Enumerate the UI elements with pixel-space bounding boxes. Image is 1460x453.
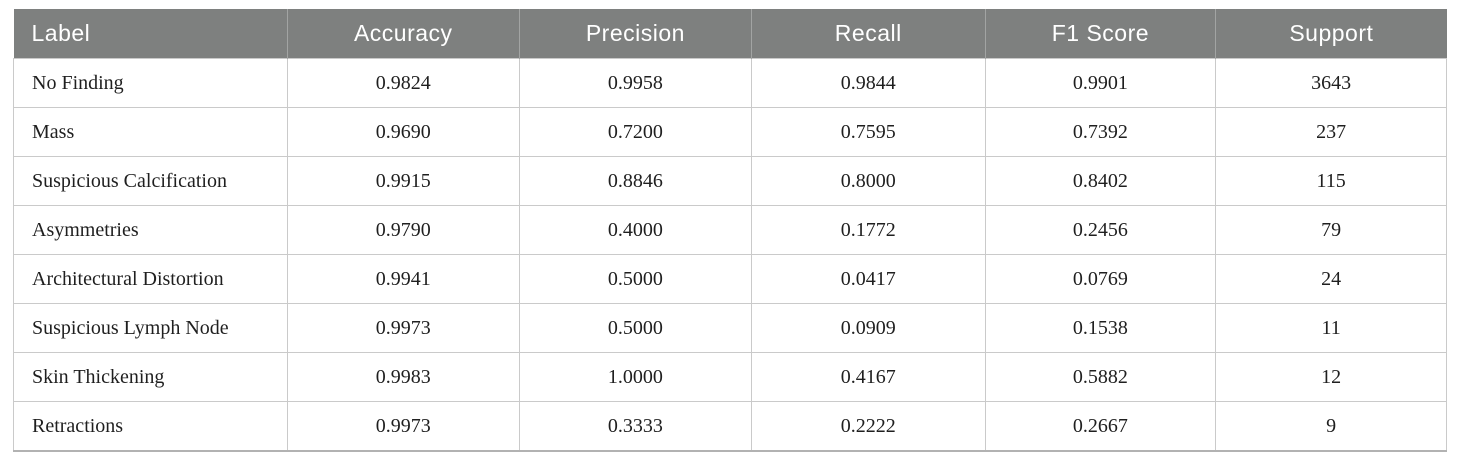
metric-value-cell: 9 [1215,401,1447,452]
column-header-recall: Recall [751,9,986,59]
metric-value-cell: 0.5000 [518,303,752,353]
metric-value-cell: 79 [1215,205,1447,255]
metric-value-cell: 0.9973 [286,303,520,353]
metric-value-cell: 0.9973 [286,401,520,452]
metric-value-cell: 0.4167 [750,352,986,402]
row-label-cell: Suspicious Calcification [13,156,288,206]
metric-value-cell: 0.9983 [286,352,520,402]
metric-value-cell: 0.9901 [984,58,1217,108]
metric-value-cell: 0.0417 [750,254,986,304]
metric-value-cell: 24 [1215,254,1447,304]
metric-value-cell: 0.0909 [750,303,986,353]
row-label-cell: No Finding [13,58,288,108]
metric-value-cell: 3643 [1215,58,1447,108]
table-body: No Finding 0.9824 0.9958 0.9844 0.9901 3643 Ma… [13,58,1447,452]
header-row: Label Accuracy Precision Recall F1 Score… [13,9,1447,59]
metric-value-cell: 0.9690 [286,107,520,157]
column-header-accuracy: Accuracy [287,9,520,59]
metric-value-cell: 0.2222 [750,401,986,452]
metric-value-cell: 0.9958 [518,58,752,108]
metric-value-cell: 0.7595 [750,107,986,157]
row-label-cell: Mass [13,107,288,157]
row-label-cell: Architectural Distortion [13,254,288,304]
row-label-cell: Asymmetries [13,205,288,255]
table-row: Skin Thickening 0.9983 1.0000 0.4167 0.5882 1… [13,352,1447,402]
table-row: Retractions 0.9973 0.3333 0.2222 0.2667 9 [13,401,1447,452]
table-row: No Finding 0.9824 0.9958 0.9844 0.9901 3643 [13,58,1447,108]
metric-value-cell: 0.2456 [984,205,1217,255]
row-label-cell: Retractions [13,401,288,452]
metric-value-cell: 0.0769 [984,254,1217,304]
metric-value-cell: 0.9824 [286,58,520,108]
metric-value-cell: 0.2667 [984,401,1217,452]
column-header-support: Support [1215,9,1447,59]
metric-value-cell: 0.9941 [286,254,520,304]
metric-value-cell: 12 [1215,352,1447,402]
column-header-f1-score: F1 Score [985,9,1217,59]
metric-value-cell: 11 [1215,303,1447,353]
metric-value-cell: 0.8846 [518,156,752,206]
metric-value-cell: 0.1538 [984,303,1217,353]
metric-value-cell: 0.5882 [984,352,1217,402]
metric-value-cell: 0.5000 [518,254,752,304]
column-header-precision: Precision [519,9,752,59]
metric-value-cell: 0.4000 [518,205,752,255]
table-row: Architectural Distortion 0.9941 0.5000 0.04… [13,254,1447,304]
metric-value-cell: 115 [1215,156,1447,206]
table-row: Suspicious Calcification 0.9915 0.8846 0.80… [13,156,1447,206]
metric-value-cell: 0.9790 [286,205,520,255]
metric-value-cell: 237 [1215,107,1447,157]
metric-value-cell: 0.7392 [984,107,1217,157]
classification-metrics-table: Label Accuracy Precision Recall F1 Score… [13,9,1447,452]
row-label-cell: Skin Thickening [13,352,288,402]
metric-value-cell: 0.7200 [518,107,752,157]
metric-value-cell: 0.9915 [286,156,520,206]
table-header: Label Accuracy Precision Recall F1 Score… [13,9,1447,59]
column-header-label: Label [13,9,288,59]
metric-value-cell: 0.8000 [750,156,986,206]
metric-value-cell: 0.3333 [518,401,752,452]
table-row: Asymmetries 0.9790 0.4000 0.1772 0.2456 79 [13,205,1447,255]
metric-value-cell: 0.1772 [750,205,986,255]
table-row: Suspicious Lymph Node 0.9973 0.5000 0.0909 0… [13,303,1447,353]
metric-value-cell: 0.8402 [984,156,1217,206]
metric-value-cell: 1.0000 [518,352,752,402]
row-label-cell: Suspicious Lymph Node [13,303,288,353]
table-row: Mass 0.9690 0.7200 0.7595 0.7392 237 [13,107,1447,157]
metric-value-cell: 0.9844 [750,58,986,108]
